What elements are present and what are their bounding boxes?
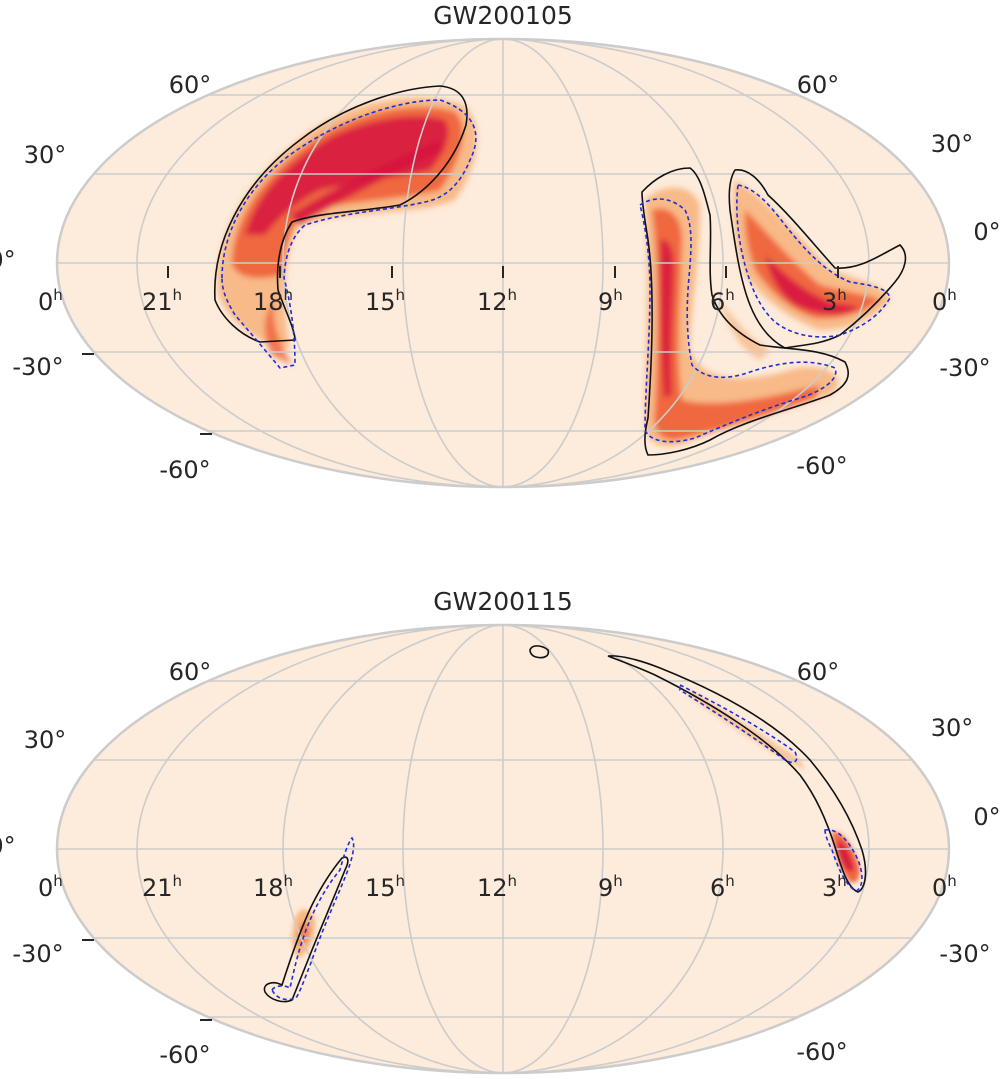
dec-label-right: -30° xyxy=(939,940,990,968)
dec-label-left: -30° xyxy=(12,353,63,381)
map-title: GW200115 xyxy=(433,587,573,616)
ra-label: 9h xyxy=(598,872,623,902)
dec-label-right: -30° xyxy=(939,354,990,382)
ra-label: 0h xyxy=(932,286,957,316)
dec-label-right: -60° xyxy=(796,1038,847,1066)
ra-labels: 0h 21h 18h 15h 12h 9h 6h 3h 0h xyxy=(38,872,957,902)
dec-label-left: 0° xyxy=(0,246,16,274)
skymap-gw200105: GW200105 xyxy=(0,1,1000,489)
dec-label-right: 30° xyxy=(931,714,974,742)
sky-border xyxy=(55,37,951,489)
ra-label: 0h xyxy=(38,286,63,316)
contour-50-percent xyxy=(271,683,863,1001)
dec-label-left: 0° xyxy=(0,832,16,860)
probability-region-south xyxy=(645,180,890,447)
dec-label-left: 30° xyxy=(24,141,67,169)
ra-label: 21h xyxy=(142,872,182,902)
dec-label-left: -30° xyxy=(12,940,63,968)
ra-label: 6h xyxy=(710,286,735,316)
ra-label: 18h xyxy=(253,286,293,316)
graticule xyxy=(57,39,949,487)
dec-label-right: -60° xyxy=(796,452,847,480)
map-title: GW200105 xyxy=(433,1,573,30)
ra-label: 18h xyxy=(253,872,293,902)
dec-label-left: 60° xyxy=(169,71,212,99)
contour-90-percent xyxy=(214,85,907,456)
ra-label: 12h xyxy=(477,872,517,902)
dec-label-right: 60° xyxy=(797,658,840,686)
ra-label: 12h xyxy=(477,286,517,316)
ra-label: 0h xyxy=(38,872,63,902)
ra-label: 15h xyxy=(365,872,405,902)
skymap-gw200115: GW200115 xyxy=(0,587,1000,1075)
dec-label-left: -60° xyxy=(159,1041,210,1069)
ra-labels: 0h 21h 18h 15h 12h 9h 6h 3h 0h xyxy=(38,286,957,316)
ra-label: 3h xyxy=(822,872,847,902)
ra-label: 3h xyxy=(822,286,847,316)
ra-label: 21h xyxy=(142,286,182,316)
contour-50-percent xyxy=(221,99,891,443)
ra-label: 0h xyxy=(932,872,957,902)
sky-border xyxy=(55,623,951,1075)
dec-label-right: 30° xyxy=(931,130,974,158)
ra-label: 6h xyxy=(710,872,735,902)
graticule xyxy=(57,625,949,1073)
dec-label-left: 30° xyxy=(24,726,67,754)
ra-label: 9h xyxy=(598,286,623,316)
dec-label-right: 60° xyxy=(797,71,840,99)
dec-label-left: -60° xyxy=(159,456,210,484)
dec-label-right: 0° xyxy=(973,218,1000,246)
contour-90-percent xyxy=(263,645,867,1003)
ra-label: 15h xyxy=(365,286,405,316)
dec-label-right: 0° xyxy=(973,803,1000,831)
dec-label-left: 60° xyxy=(169,658,212,686)
